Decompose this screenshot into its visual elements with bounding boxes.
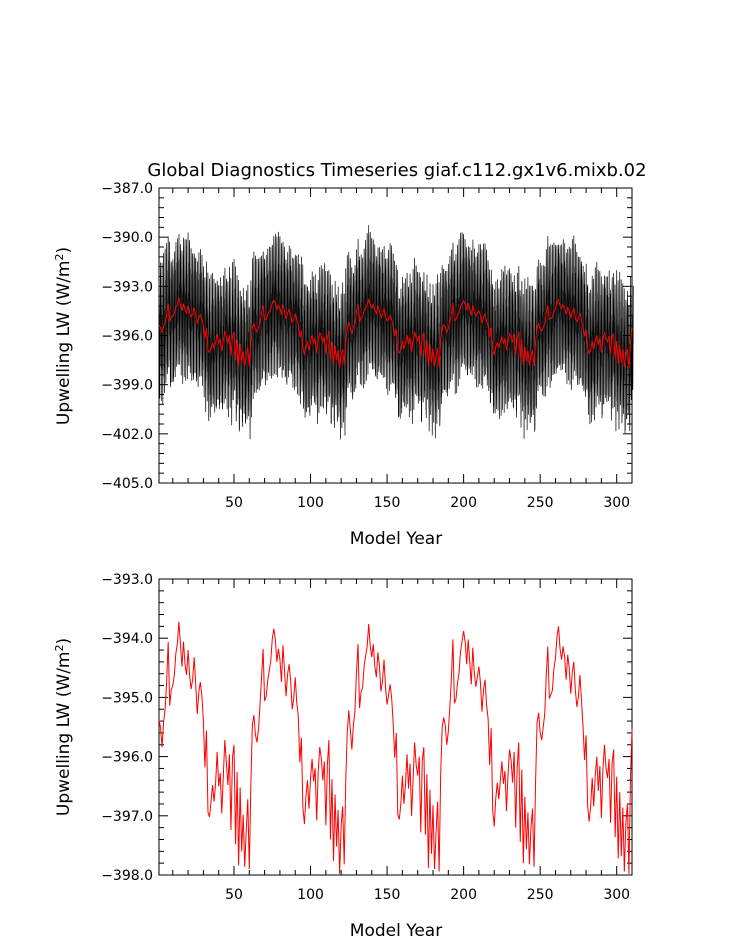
top-panel: 50 100 150 200 250 300 −405.0 −402.0 −399.0 −396.…	[53, 181, 634, 549]
top-y-tick-label: −390.0	[101, 230, 153, 246]
bottom-x-axis-label: Model Year	[350, 921, 442, 941]
top-x-tick-label: 100	[297, 495, 324, 511]
top-x-tick-label: 200	[450, 495, 477, 511]
bottom-x-tick-label: 150	[374, 887, 401, 903]
top-series-monthly-line	[158, 225, 634, 440]
top-x-tick-label: 50	[225, 495, 243, 511]
top-x-tick-label: 250	[527, 495, 554, 511]
top-y-tick-label: −402.0	[101, 427, 153, 443]
top-series-annual-line	[158, 298, 633, 369]
bottom-x-tick-label: 50	[225, 887, 243, 903]
bottom-panel: 50 100 150 200 250 300 −398.0 −397.0 −396.0 −395.…	[53, 572, 633, 941]
bottom-series-lines	[158, 621, 633, 874]
top-y-tick-label: −399.0	[101, 378, 153, 394]
top-x-axis-label: Model Year	[350, 529, 442, 549]
top-y-tick-label: −405.0	[101, 476, 153, 492]
bottom-plot-frame	[158, 578, 633, 876]
bottom-y-tick-label: −393.0	[101, 572, 153, 588]
bottom-x-tick-label: 100	[297, 887, 324, 903]
top-y-tick-label: −387.0	[101, 181, 153, 197]
bottom-x-tick-label: 250	[527, 887, 554, 903]
bottom-y-axis-label: Upwelling LW (W/m2)	[53, 638, 74, 816]
top-ticks: 50 100 150 200 250 300 −405.0 −402.0 −399.0 −396.…	[101, 181, 633, 511]
bottom-y-tick-label: −395.0	[101, 690, 153, 706]
top-x-tick-label: 150	[374, 495, 401, 511]
top-series-lines	[158, 225, 634, 440]
bottom-y-tick-label: −398.0	[101, 868, 153, 884]
top-y-tick-label: −393.0	[101, 279, 153, 295]
bottom-ticks: 50 100 150 200 250 300 −398.0 −397.0 −396.0 −395.…	[101, 572, 633, 903]
bottom-x-tick-label: 300	[603, 887, 630, 903]
bottom-series-annual-line	[158, 621, 633, 874]
bottom-x-tick-label: 200	[450, 887, 477, 903]
top-y-tick-label: −396.0	[101, 329, 153, 345]
bottom-y-tick-label: −397.0	[101, 809, 153, 825]
bottom-y-tick-label: −394.0	[101, 631, 153, 647]
top-x-tick-label: 300	[603, 495, 630, 511]
top-y-axis-label: Upwelling LW (W/m2)	[53, 247, 74, 425]
chart-title: Global Diagnostics Timeseries giaf.c112.…	[147, 160, 646, 181]
bottom-y-tick-label: −396.0	[101, 750, 153, 766]
